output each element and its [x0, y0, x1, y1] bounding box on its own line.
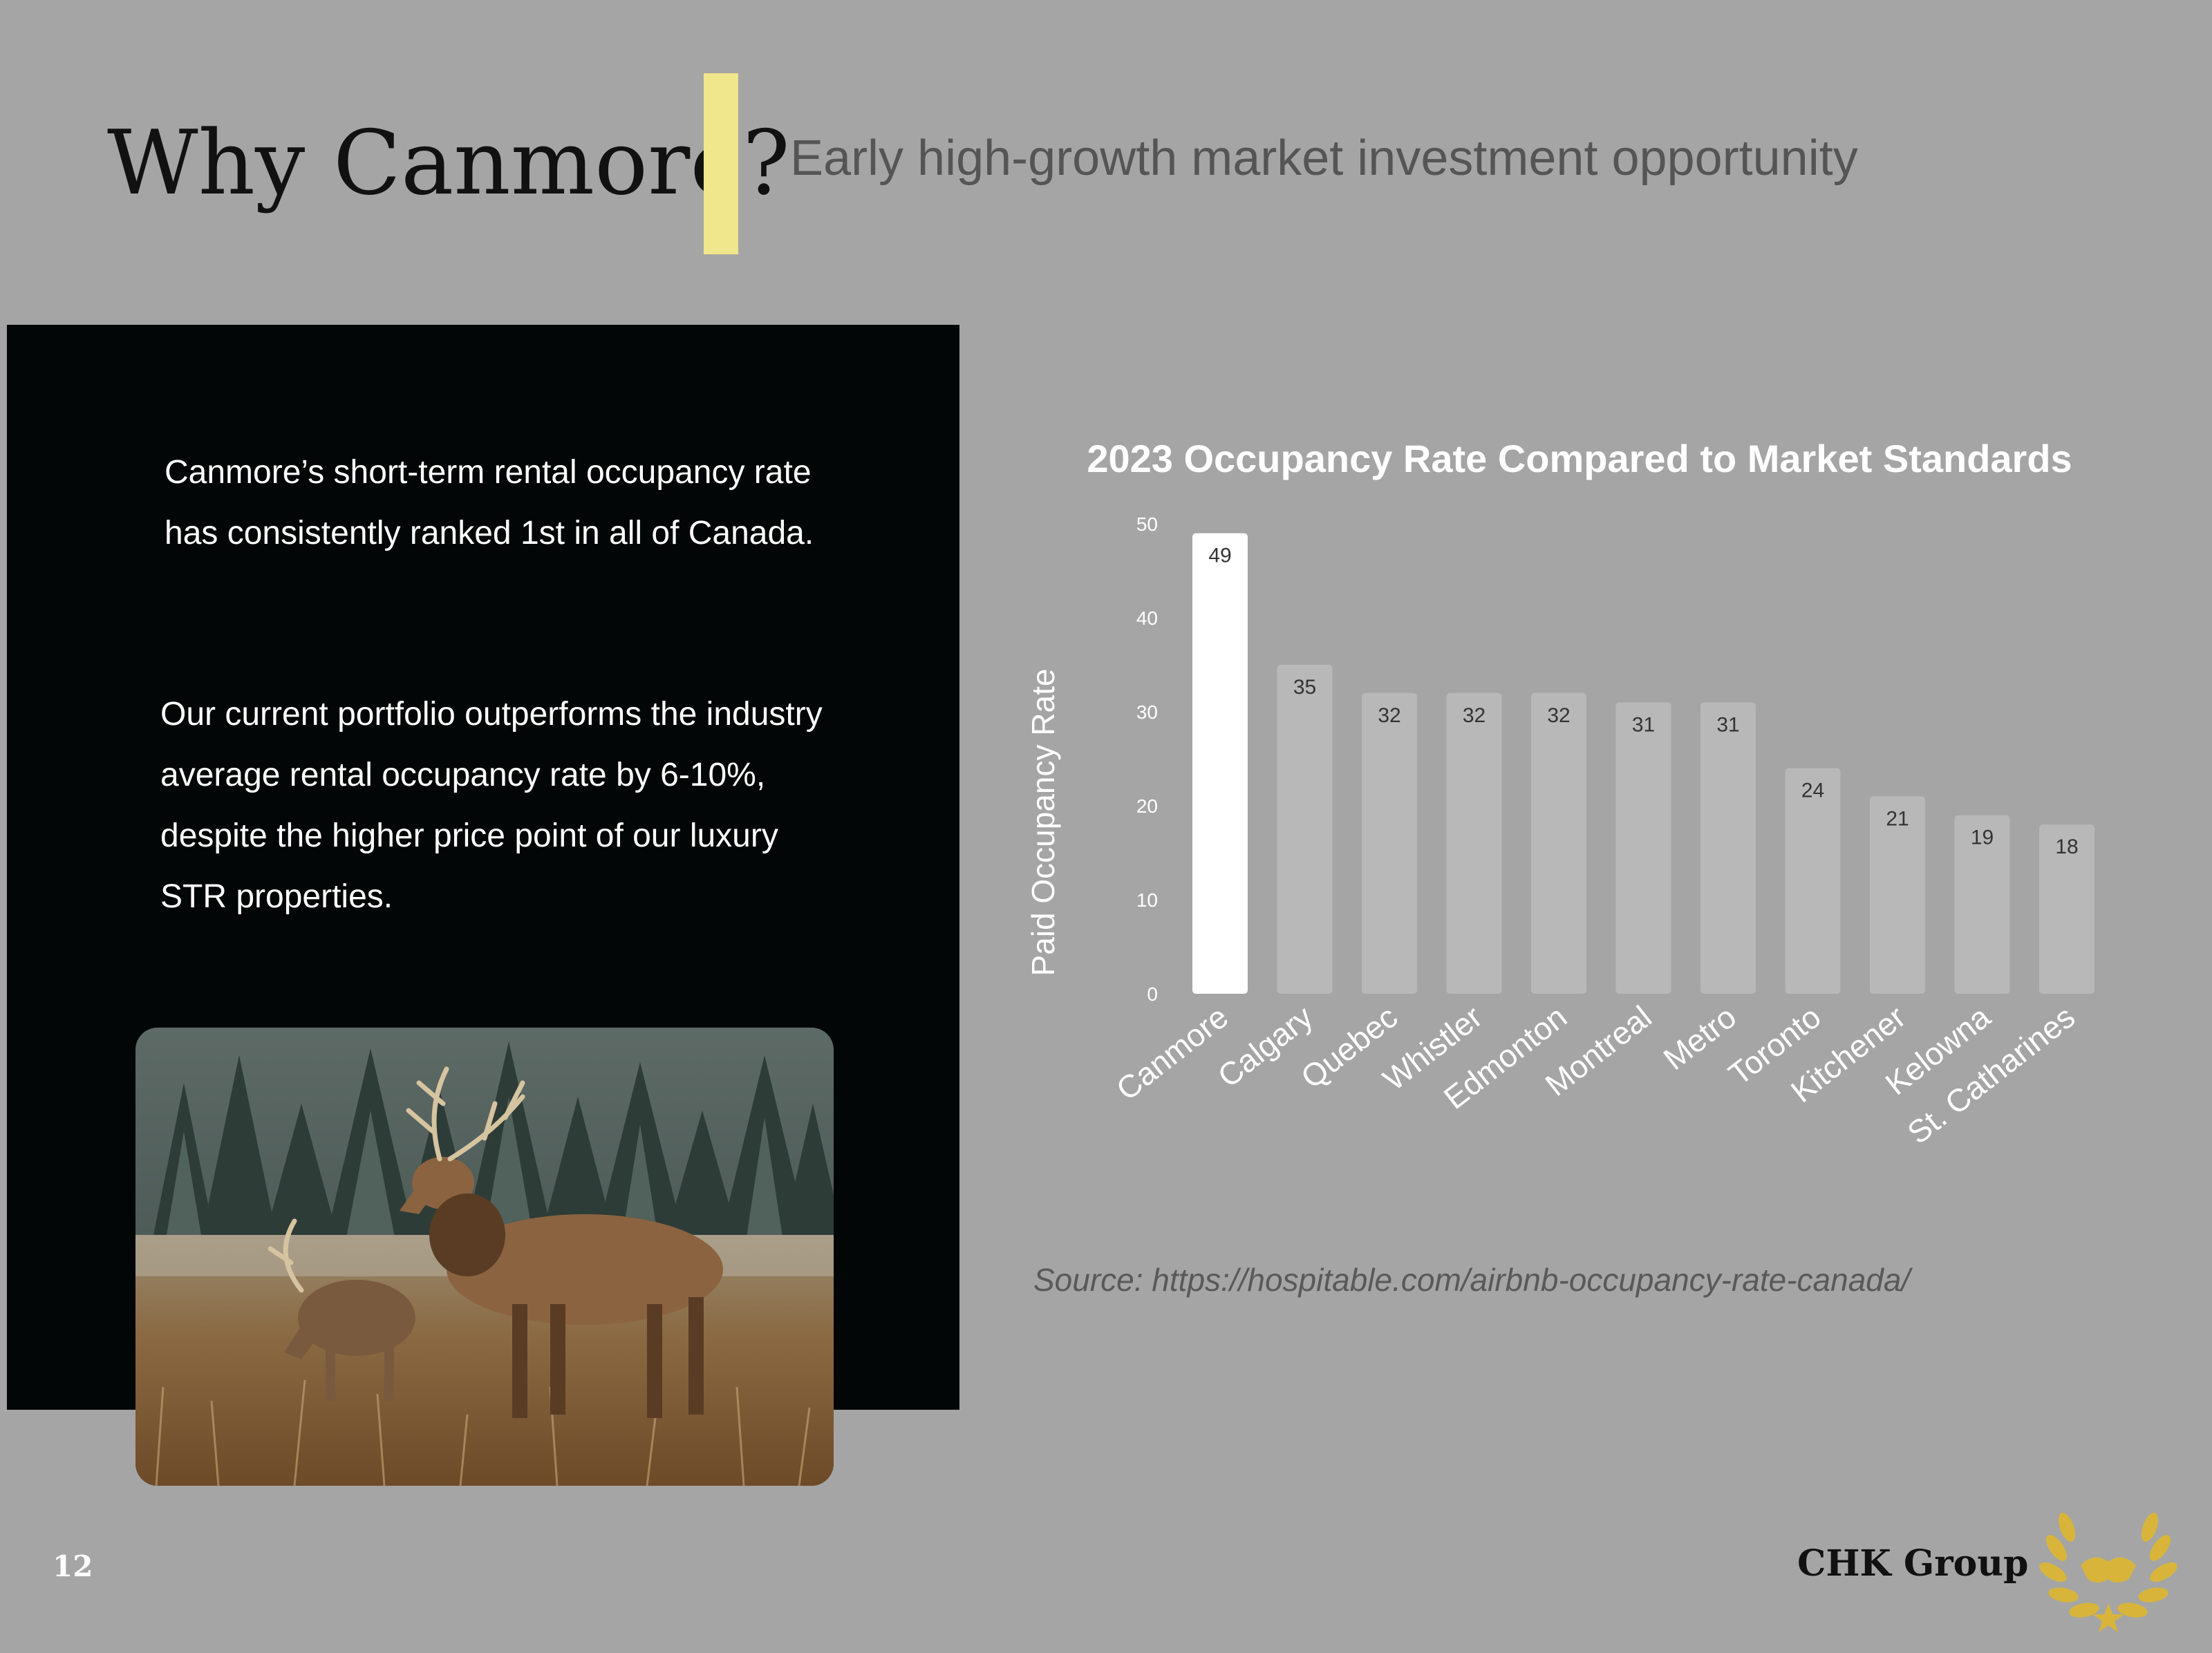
bar-toronto [1785, 768, 1841, 994]
bar-value-label: 49 [1208, 545, 1231, 567]
page-number: 12 [53, 1549, 93, 1583]
bar-value-label: 24 [1801, 780, 1824, 802]
bar-value-label: 35 [1293, 676, 1316, 699]
bar-kelowna [1954, 815, 2010, 994]
page-subtitle: Early high-growth market investment oppo… [790, 131, 1858, 186]
chart-source: Source: https://hospitable.com/airbnb-oc… [1033, 1262, 1911, 1298]
bar-edmonton [1531, 692, 1586, 994]
bar-value-label: 32 [1463, 704, 1485, 727]
y-tick-label: 0 [1147, 983, 1158, 1005]
bar-value-label: 32 [1547, 704, 1570, 727]
y-tick-label: 50 [1136, 513, 1158, 535]
bar-kitchener [1870, 796, 1925, 994]
y-tick-label: 20 [1136, 795, 1158, 817]
y-tick-label: 10 [1136, 889, 1158, 911]
y-tick-label: 40 [1136, 607, 1158, 629]
elk-photo [135, 1028, 834, 1486]
bar-value-label: 18 [2055, 835, 2078, 858]
bar-value-label: 19 [1971, 826, 1994, 849]
bar-canmore [1192, 533, 1248, 994]
bar-whistler [1446, 692, 1502, 994]
bar-st-catharines [2039, 824, 2094, 994]
portfolio-paragraph: Our current portfolio outperforms the in… [160, 696, 823, 915]
x-tick-label: Calgary [1211, 999, 1320, 1095]
y-tick-label: 30 [1136, 701, 1158, 723]
page-title: Why Canmore? [107, 112, 790, 215]
x-tick-label: Canmore [1109, 999, 1235, 1107]
bar-calgary [1277, 665, 1333, 994]
occupancy-paragraph: Canmore’s short-term rental occupancy ra… [165, 454, 814, 551]
bar-quebec [1362, 692, 1417, 994]
title-accent-bar [704, 73, 738, 254]
laurel-handshake-logo [2025, 1500, 2191, 1638]
bar-value-label: 31 [1716, 713, 1739, 736]
chart-title: 2023 Occupancy Rate Compared to Market S… [1087, 437, 2072, 480]
chart-y-axis-label: Paid Occupancy Rate [1025, 669, 1061, 976]
bar-value-label: 32 [1378, 704, 1400, 727]
occupancy-chart: 2023 Occupancy Rate Compared to Market S… [1025, 437, 2094, 1151]
company-name: CHK Group [1797, 1542, 2029, 1585]
bar-metro [1700, 702, 1756, 994]
bar-value-label: 21 [1886, 807, 1909, 830]
bar-value-label: 31 [1632, 713, 1655, 736]
bar-montreal [1615, 702, 1671, 994]
